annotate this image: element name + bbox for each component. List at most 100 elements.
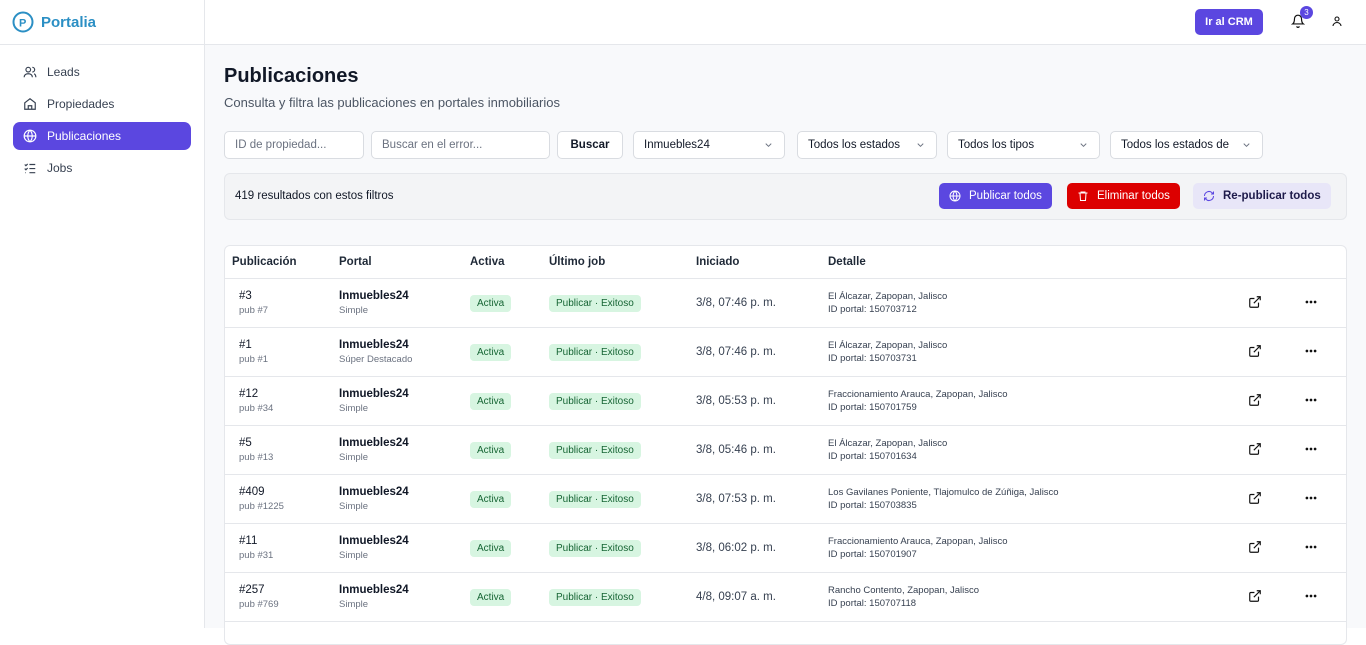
more-menu[interactable] xyxy=(1291,491,1347,508)
nav-label: Leads xyxy=(47,65,80,79)
cell: Publicar · Exitoso xyxy=(542,344,689,361)
delete-all[interactable]: Eliminar todos xyxy=(1067,183,1180,209)
portal: Inmuebles24 xyxy=(339,388,463,400)
started: 3/8, 06:02 p. m. xyxy=(689,542,821,554)
select-value: Todos los estados xyxy=(808,139,900,151)
open-link[interactable] xyxy=(1241,295,1291,312)
page-title: Publicaciones xyxy=(224,65,359,88)
icon xyxy=(949,190,961,202)
label: Publicar todos xyxy=(969,190,1042,202)
more-menu[interactable] xyxy=(1291,344,1347,361)
location: Fraccionamiento Arauca, Zapopan, Jalisco xyxy=(828,388,1241,401)
label: Eliminar todos xyxy=(1097,190,1170,202)
job-badge: Publicar · Exitoso xyxy=(549,295,641,312)
nav-item[interactable]: Jobs xyxy=(13,154,191,182)
icon xyxy=(1304,540,1318,554)
open-link[interactable] xyxy=(1241,344,1291,361)
nav-item[interactable]: Leads xyxy=(13,58,191,86)
nav-label: Jobs xyxy=(47,161,72,175)
icon xyxy=(1241,138,1252,152)
publication-ref: pub #13 xyxy=(239,452,332,463)
select[interactable]: Todos los estados xyxy=(797,131,937,159)
status-badge: Activa xyxy=(470,589,511,606)
cell: Fraccionamiento Arauca, Zapopan, Jalisco… xyxy=(821,535,1241,561)
started: 3/8, 05:46 p. m. xyxy=(689,444,821,456)
error-input[interactable]: Buscar en el error... xyxy=(371,131,550,159)
select[interactable]: Todos los estados de xyxy=(1110,131,1263,159)
cell: Publicar · Exitoso xyxy=(542,442,689,459)
open-link[interactable] xyxy=(1241,393,1291,410)
open-link[interactable] xyxy=(1241,442,1291,459)
tier: Simple xyxy=(339,501,463,512)
publication-ref: pub #1225 xyxy=(239,501,332,512)
topbar: Ir al CRM 3 xyxy=(205,0,1366,45)
publish-all[interactable]: Publicar todos xyxy=(939,183,1052,209)
tier: Simple xyxy=(339,452,463,463)
job-badge: Publicar · Exitoso xyxy=(549,344,641,361)
cell: Publicar · Exitoso xyxy=(542,589,689,606)
icon xyxy=(23,161,37,175)
brand[interactable]: P Portalia xyxy=(12,10,96,34)
more-menu[interactable] xyxy=(1291,295,1347,312)
icon xyxy=(23,97,37,111)
portal-id: ID portal: 150703835 xyxy=(828,499,1241,512)
cell: Los Gavilanes Poniente, Tlajomulco de Zú… xyxy=(821,486,1241,512)
publication-ref: pub #1 xyxy=(239,354,332,365)
cell: Activa xyxy=(463,295,542,312)
cell: Publicar · Exitoso xyxy=(542,491,689,508)
more-menu[interactable] xyxy=(1291,393,1347,410)
portal-id: ID portal: 150701907 xyxy=(828,548,1241,561)
status-badge: Activa xyxy=(470,295,511,312)
cell: Activa xyxy=(463,393,542,410)
more-menu[interactable] xyxy=(1291,589,1347,606)
portal-id: ID portal: 150701759 xyxy=(828,401,1241,414)
select-value: Todos los tipos xyxy=(958,139,1034,151)
publication-ref: pub #34 xyxy=(239,403,332,414)
cell: Activa xyxy=(463,491,542,508)
status-badge: Activa xyxy=(470,393,511,410)
logo: P xyxy=(12,11,34,33)
icon xyxy=(1078,138,1089,152)
status-badge: Activa xyxy=(470,442,511,459)
cell: Activa xyxy=(463,589,542,606)
nav-item[interactable]: Propiedades xyxy=(13,90,191,118)
tier: Simple xyxy=(339,550,463,561)
icon xyxy=(23,65,37,79)
more-menu[interactable] xyxy=(1291,442,1347,459)
icon xyxy=(915,138,926,152)
select[interactable]: Todos los tipos xyxy=(947,131,1100,159)
publication-id: #11 xyxy=(239,535,332,547)
status-badge: Activa xyxy=(470,491,511,508)
cell: Activa xyxy=(463,442,542,459)
column-header: Portal xyxy=(332,256,463,268)
open-link[interactable] xyxy=(1241,491,1291,508)
more-menu[interactable] xyxy=(1291,540,1347,557)
user-menu[interactable] xyxy=(1331,15,1343,27)
search-button[interactable]: Buscar xyxy=(557,131,623,159)
page-subtitle: Consulta y filtra las publicaciones en p… xyxy=(224,95,560,110)
open-link[interactable] xyxy=(1241,589,1291,606)
select[interactable]: Inmuebles24 xyxy=(633,131,785,159)
job-badge: Publicar · Exitoso xyxy=(549,442,641,459)
nav-item[interactable]: Publicaciones xyxy=(13,122,191,150)
republish-all[interactable]: Re-publicar todos xyxy=(1193,183,1331,209)
tier: Simple xyxy=(339,599,463,610)
cell: Publicar · Exitoso xyxy=(542,393,689,410)
open-link[interactable] xyxy=(1241,540,1291,557)
job-badge: Publicar · Exitoso xyxy=(549,589,641,606)
label: Re-publicar todos xyxy=(1223,190,1321,202)
property-input[interactable]: ID de propiedad... xyxy=(224,131,364,159)
location: Rancho Contento, Zapopan, Jalisco xyxy=(828,584,1241,597)
crm-button[interactable]: Ir al CRM xyxy=(1195,9,1263,35)
